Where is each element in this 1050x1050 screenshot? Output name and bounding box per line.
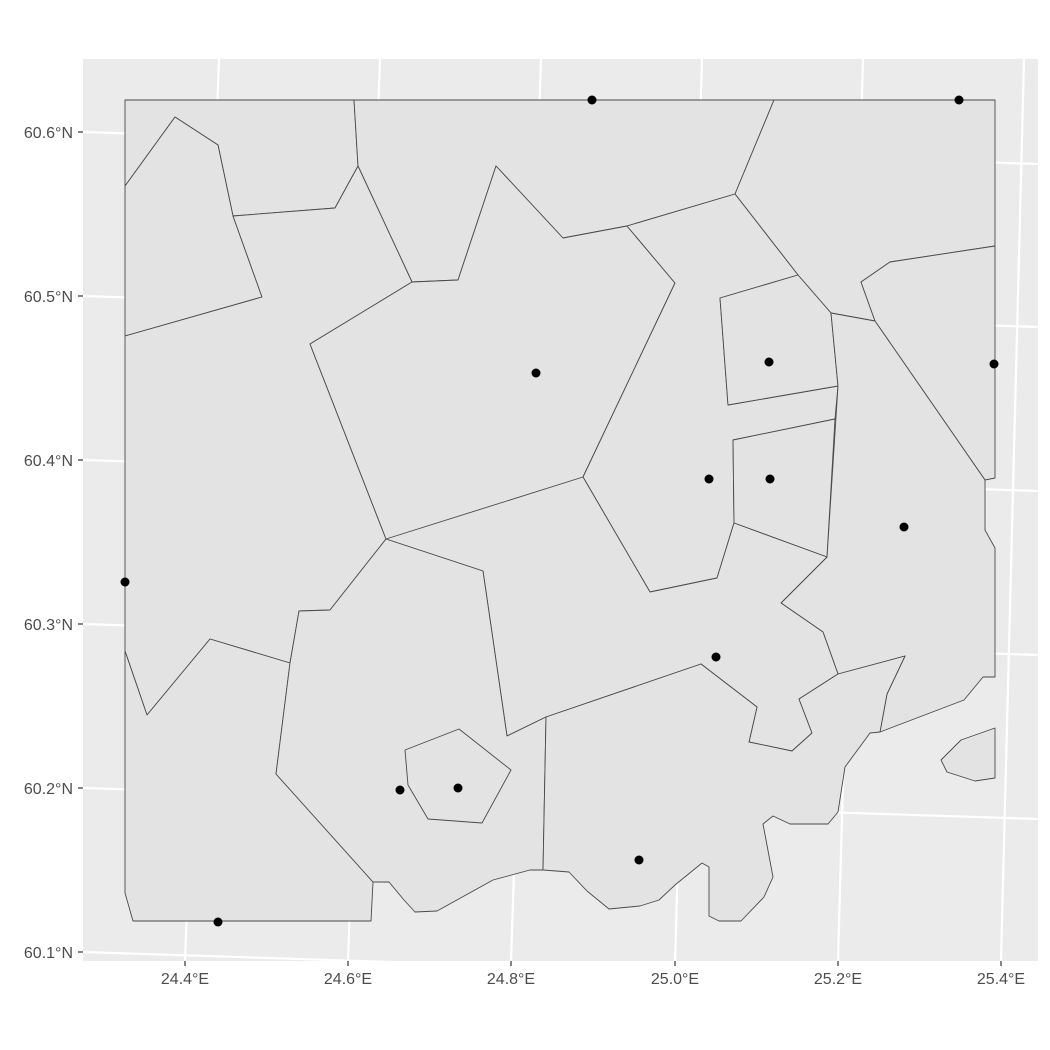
region-island-east xyxy=(940,727,996,782)
region-south-center xyxy=(542,655,906,922)
point-12 xyxy=(453,783,463,793)
x-tick-label-2: 24.6°E xyxy=(324,971,372,988)
y-tick-label-5: 60.2°N xyxy=(24,781,73,798)
point-13 xyxy=(634,855,644,865)
y-tick-label-1: 60.6°N xyxy=(24,125,73,142)
point-10 xyxy=(711,652,721,662)
point-8 xyxy=(899,522,909,532)
y-tick-label-4: 60.3°N xyxy=(24,617,73,634)
y-axis: 60.6°N 60.5°N 60.4°N 60.3°N 60.2°N 60.1°… xyxy=(24,125,83,962)
point-1 xyxy=(587,95,597,105)
x-tick-label-3: 24.8°E xyxy=(487,971,535,988)
y-tick-label-3: 60.4°N xyxy=(24,453,73,470)
point-14 xyxy=(213,917,223,927)
y-tick-label-2: 60.5°N xyxy=(24,289,73,306)
x-tick-label-6: 25.4°E xyxy=(977,971,1025,988)
point-7 xyxy=(765,474,775,484)
point-11 xyxy=(395,785,405,795)
point-3 xyxy=(531,368,541,378)
x-tick-label-4: 25.0°E xyxy=(651,971,699,988)
point-2 xyxy=(954,95,964,105)
x-axis: 24.4°E 24.6°E 24.8°E 25.0°E 25.2°E 25.4°… xyxy=(161,961,1025,988)
point-9 xyxy=(120,577,130,587)
parallel-60.1 xyxy=(82,950,1039,985)
x-tick-label-1: 24.4°E xyxy=(161,971,209,988)
point-4 xyxy=(764,357,774,367)
point-6 xyxy=(704,474,714,484)
voronoi-regions xyxy=(124,99,996,922)
meridian-25.4 xyxy=(999,58,1026,962)
points-layer xyxy=(120,95,999,927)
region-island-inner xyxy=(404,728,512,824)
y-tick-label-6: 60.1°N xyxy=(24,945,73,962)
point-5 xyxy=(989,359,999,369)
x-tick-label-5: 25.2°E xyxy=(814,971,862,988)
